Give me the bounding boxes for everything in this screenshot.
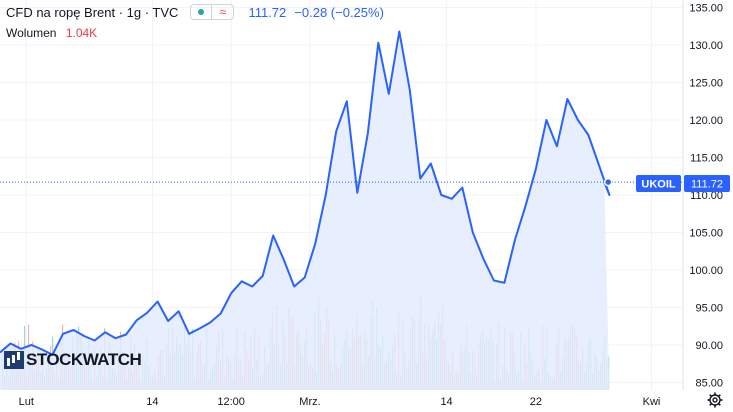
volume-value: 1.04K — [65, 26, 98, 40]
y-tick-label: 105.00 — [689, 228, 723, 240]
y-tick-label: 130.00 — [689, 40, 723, 52]
y-tick-label: 125.00 — [689, 78, 723, 90]
y-tick-label: 115.00 — [690, 153, 723, 165]
price-axis: 85.00 90.00 95.00 100.00 105.00 110.00 115.00 1… — [689, 3, 723, 390]
gear-icon[interactable] — [707, 392, 723, 408]
x-tick-label: 14 — [146, 396, 158, 408]
y-tick-label: 90.00 — [695, 340, 723, 352]
price-line — [0, 30, 611, 356]
price-tag-symbol: UKOIL — [641, 179, 676, 191]
volume-label: Wolumen — [6, 26, 57, 40]
price-tag-value: 111.72 — [691, 179, 723, 191]
last-price: 111.72 — [248, 4, 287, 20]
approx-icon[interactable]: ≈ — [212, 4, 235, 20]
x-tick-label: 22 — [530, 396, 542, 408]
y-tick-label: 100.00 — [689, 265, 723, 277]
logo-text: STOCKWATCH — [26, 350, 142, 369]
y-tick-label: 135.00 — [689, 3, 723, 15]
price-area-fill — [0, 31, 610, 390]
y-tick-label: 95.00 — [695, 303, 723, 315]
market-open-dot-icon[interactable] — [190, 4, 213, 20]
last-price-marker — [603, 177, 613, 187]
price-tag: UKOIL 111.72 — [636, 175, 730, 192]
x-tick-label: 12:00 — [217, 396, 245, 408]
chart-header: CFD na ropę Brent · 1g · TVC ≈ 111.72 −0… — [6, 4, 384, 20]
y-tick-label: 110.00 — [690, 190, 723, 202]
y-tick-label: 85.00 — [695, 378, 723, 390]
x-tick-label: Lut — [19, 396, 34, 408]
volume-legend[interactable]: Wolumen 1.04K — [6, 26, 97, 40]
x-tick-label: 14 — [440, 396, 452, 408]
time-axis: Lut 14 12:00 Mrz. 14 22 Kwi — [19, 396, 661, 408]
stockwatch-logo: STOCKWATCH — [4, 350, 142, 370]
symbol-title[interactable]: CFD na ropę Brent · 1g · TVC — [6, 4, 179, 20]
y-tick-label: 120.00 — [689, 115, 723, 127]
logo-bars-icon — [4, 351, 24, 369]
x-tick-label: Mrz. — [299, 396, 320, 408]
price-change: −0.28 (−0.25%) — [294, 4, 384, 20]
x-tick-label: Kwi — [643, 396, 661, 408]
